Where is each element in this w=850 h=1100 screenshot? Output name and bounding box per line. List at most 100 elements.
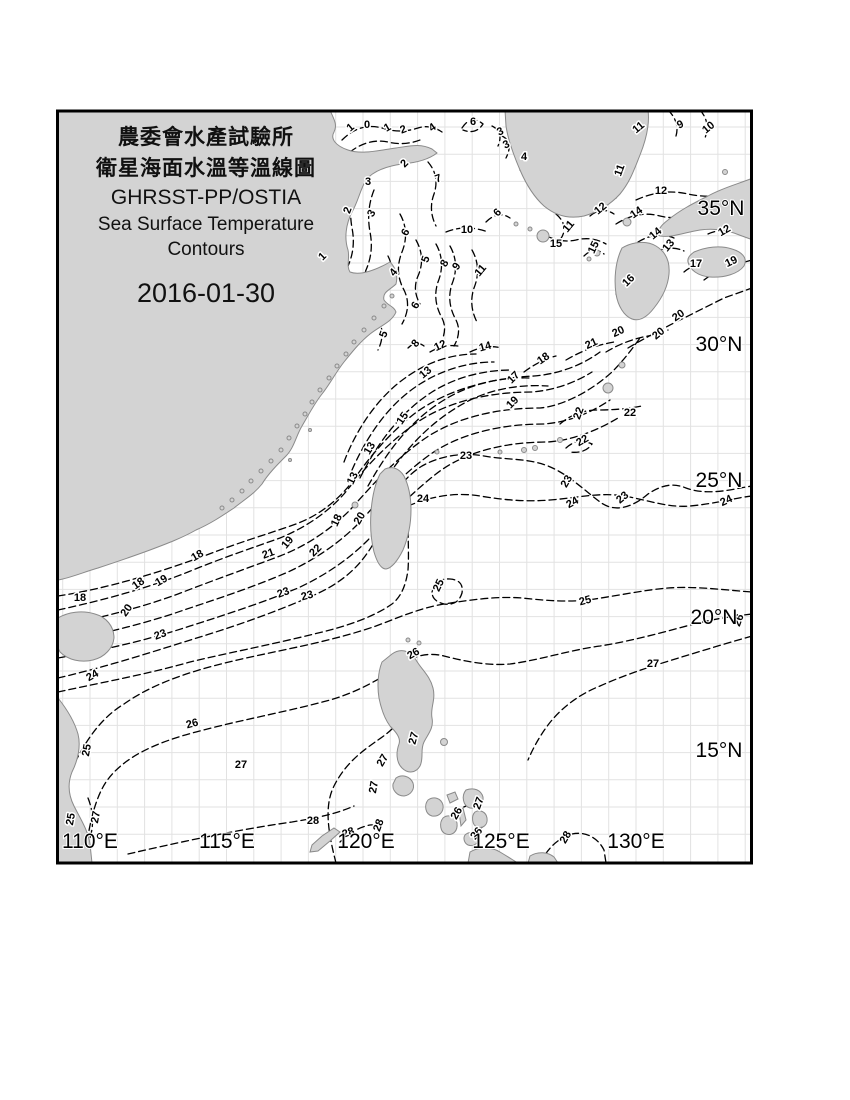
islet (286, 435, 292, 441)
land-kyushu (614, 241, 670, 321)
isotherm-line (57, 453, 752, 679)
islet (521, 447, 527, 453)
islet (593, 249, 601, 257)
islet (440, 738, 448, 746)
contour-label: 27 (407, 731, 422, 746)
islet (527, 226, 533, 232)
land-shikoku (687, 246, 746, 278)
land-honshu (657, 178, 752, 240)
contour-label: 3 (365, 176, 371, 188)
contour-label: 27 (89, 810, 103, 824)
islet (371, 315, 377, 321)
latitude-label: 25°N (696, 469, 743, 492)
islet (239, 488, 245, 494)
isotherm-line (349, 139, 421, 153)
islet (219, 505, 225, 511)
geo-labels: 35°N 30°N 25°N 20°N 15°N 110°E 115°E 120°E 125°E… (61, 196, 745, 854)
contour-label: 22 (624, 407, 636, 419)
longitude-label: 125°E (472, 830, 529, 853)
islet (351, 501, 359, 509)
land-vietnam-coast (57, 696, 93, 863)
islet (334, 363, 340, 369)
isotherm-line (351, 361, 495, 471)
land-taiwan (370, 467, 412, 570)
land-masses (57, 111, 752, 863)
isotherm-line (637, 234, 675, 243)
land-panay (425, 797, 444, 817)
islet (389, 293, 395, 299)
longitude-label: 130°E (607, 830, 664, 853)
isotherm-line (445, 227, 489, 233)
isotherm-line (407, 493, 752, 507)
islet (602, 382, 614, 394)
agency-title-cjk: 農委會水產試驗所 (118, 126, 294, 149)
contour-label: 25 (64, 812, 78, 826)
contour-label: 25 (578, 594, 593, 609)
map-frame (56, 109, 753, 865)
isotherm-line (407, 342, 425, 349)
contour-label: 26 (185, 717, 200, 732)
islet (434, 449, 440, 455)
islet (248, 478, 254, 484)
longitude-label: 110°E (62, 830, 118, 853)
dataset-name: GHRSST-PP/OSTIA (110, 186, 302, 209)
islet (288, 458, 292, 462)
isotherm-line (57, 417, 619, 659)
land-mindoro (392, 775, 414, 797)
isotherm-line (87, 797, 94, 839)
contour-label: 15 (550, 238, 562, 250)
islet (361, 327, 367, 333)
isotherm-line (414, 239, 423, 305)
islet (405, 637, 411, 643)
islet (586, 256, 592, 262)
contour-label: 26 (731, 613, 746, 629)
islet (326, 375, 332, 381)
isotherm-line (589, 209, 615, 217)
isotherm-line (565, 440, 593, 453)
isotherm-line (343, 353, 477, 463)
contour-label: 28 (371, 818, 386, 834)
islet (343, 351, 349, 357)
islet (381, 303, 387, 309)
contour-label: 23 (460, 450, 472, 462)
contour-label: 28 (307, 815, 319, 827)
isotherm-line (375, 384, 549, 495)
contour-label: 27 (471, 796, 486, 812)
land-china-mainland (57, 111, 438, 581)
isotherm-line (485, 214, 511, 223)
islet (278, 447, 284, 453)
isotherm-line (57, 351, 601, 597)
land-palawan (309, 827, 341, 853)
contour-label: 23 (153, 627, 169, 642)
longitude-label: 115°E (199, 830, 255, 853)
isotherm-line (539, 832, 607, 863)
map-title-block: 農委會水產試驗所 衛星海面水溫等溫線圖 GHRSST-PP/OSTIA Sea … (60, 122, 352, 309)
islet (229, 497, 235, 503)
isotherm-line (559, 405, 643, 425)
isotherm-line (565, 341, 615, 361)
contour-label: 11 (612, 163, 627, 178)
land-korea (504, 111, 649, 218)
latitude-label: 15°N (696, 739, 743, 762)
land-samar (462, 788, 484, 809)
contour-label: 28 (341, 825, 357, 840)
contour-label: 21 (261, 546, 277, 561)
contour-label: 27 (235, 759, 247, 771)
islet (302, 411, 308, 417)
contour-label: 22 (571, 406, 586, 422)
contour-label: 23 (300, 589, 315, 604)
isotherm-line (583, 249, 605, 257)
map-title-cjk: 衛星海面水溫等溫線圖 (96, 157, 316, 180)
isotherm-line (431, 578, 463, 605)
contour-label: 24 (417, 493, 430, 505)
contour-label: 23 (276, 585, 292, 600)
map-title-en-2: Contours (167, 239, 245, 260)
latitude-label: 20°N (691, 606, 738, 629)
islet (497, 449, 503, 455)
isotherm-line (539, 231, 607, 245)
isotherm-line (469, 346, 503, 353)
islet (294, 423, 300, 429)
